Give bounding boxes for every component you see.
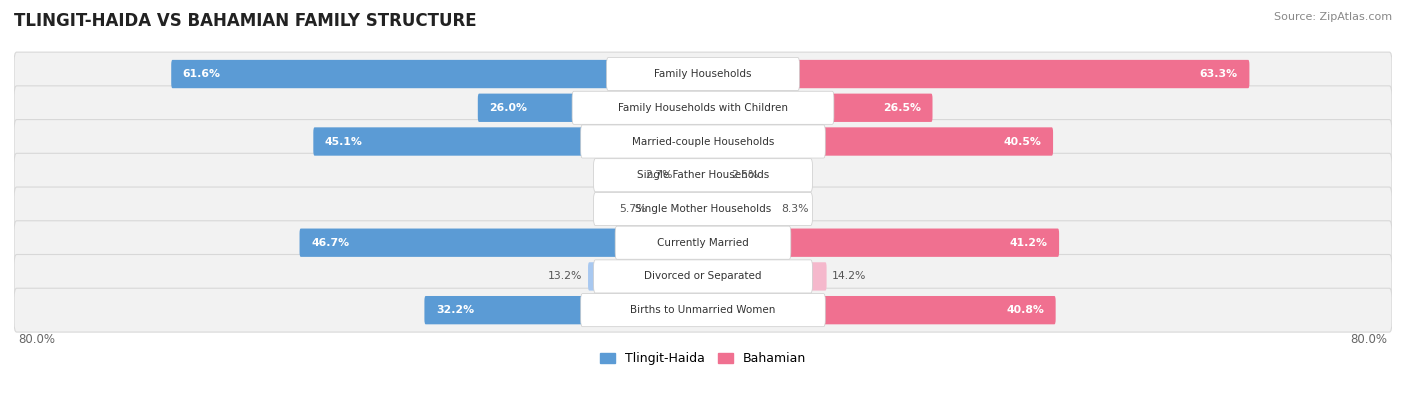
Text: 8.3%: 8.3% [782,204,808,214]
Text: Married-couple Households: Married-couple Households [631,137,775,147]
Legend: Tlingit-Haida, Bahamian: Tlingit-Haida, Bahamian [600,352,806,365]
Text: 13.2%: 13.2% [548,271,582,281]
Text: 5.7%: 5.7% [620,204,647,214]
Text: Births to Unmarried Women: Births to Unmarried Women [630,305,776,315]
Text: 32.2%: 32.2% [436,305,474,315]
FancyBboxPatch shape [14,153,1392,197]
Text: Divorced or Separated: Divorced or Separated [644,271,762,281]
FancyBboxPatch shape [478,94,704,122]
Text: Single Mother Households: Single Mother Households [636,204,770,214]
FancyBboxPatch shape [593,159,813,192]
Text: 26.0%: 26.0% [489,103,527,113]
FancyBboxPatch shape [702,296,1056,324]
FancyBboxPatch shape [588,262,704,291]
Text: Currently Married: Currently Married [657,238,749,248]
Text: TLINGIT-HAIDA VS BAHAMIAN FAMILY STRUCTURE: TLINGIT-HAIDA VS BAHAMIAN FAMILY STRUCTU… [14,12,477,30]
FancyBboxPatch shape [581,125,825,158]
Text: 2.7%: 2.7% [645,170,673,180]
FancyBboxPatch shape [652,195,704,223]
FancyBboxPatch shape [14,120,1392,164]
Text: 40.8%: 40.8% [1007,305,1045,315]
FancyBboxPatch shape [702,161,725,190]
FancyBboxPatch shape [14,86,1392,130]
Text: Single Father Households: Single Father Households [637,170,769,180]
FancyBboxPatch shape [702,60,1250,88]
Text: 14.2%: 14.2% [832,271,866,281]
FancyBboxPatch shape [616,226,790,259]
FancyBboxPatch shape [702,94,932,122]
Text: Source: ZipAtlas.com: Source: ZipAtlas.com [1274,12,1392,22]
FancyBboxPatch shape [702,195,776,223]
FancyBboxPatch shape [14,254,1392,298]
FancyBboxPatch shape [314,127,704,156]
FancyBboxPatch shape [172,60,704,88]
FancyBboxPatch shape [581,293,825,327]
FancyBboxPatch shape [702,229,1059,257]
Text: 2.5%: 2.5% [731,170,759,180]
Text: 80.0%: 80.0% [1351,333,1388,346]
Text: Family Households with Children: Family Households with Children [619,103,787,113]
FancyBboxPatch shape [702,262,827,291]
Text: 26.5%: 26.5% [883,103,921,113]
FancyBboxPatch shape [572,91,834,124]
Text: 46.7%: 46.7% [311,238,349,248]
Text: Family Households: Family Households [654,69,752,79]
FancyBboxPatch shape [593,192,813,226]
Text: 45.1%: 45.1% [325,137,363,147]
Text: 40.5%: 40.5% [1004,137,1042,147]
Text: 80.0%: 80.0% [18,333,55,346]
FancyBboxPatch shape [702,127,1053,156]
Text: 61.6%: 61.6% [183,69,221,79]
FancyBboxPatch shape [425,296,704,324]
FancyBboxPatch shape [299,229,704,257]
FancyBboxPatch shape [679,161,704,190]
Text: 63.3%: 63.3% [1199,69,1237,79]
FancyBboxPatch shape [14,52,1392,96]
FancyBboxPatch shape [14,187,1392,231]
FancyBboxPatch shape [606,58,800,90]
FancyBboxPatch shape [14,288,1392,332]
Text: 41.2%: 41.2% [1010,238,1047,248]
FancyBboxPatch shape [593,260,813,293]
FancyBboxPatch shape [14,221,1392,265]
